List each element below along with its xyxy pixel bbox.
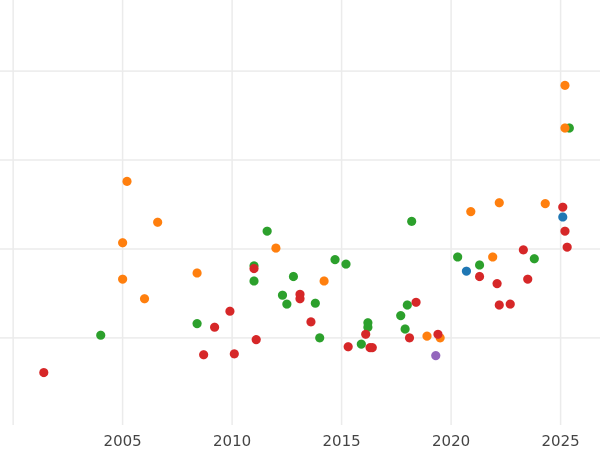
data-point xyxy=(411,297,421,307)
data-point xyxy=(306,317,316,327)
data-point xyxy=(282,299,292,309)
data-point xyxy=(295,294,305,304)
data-point xyxy=(558,202,568,212)
data-point xyxy=(277,290,288,300)
data-point xyxy=(209,322,220,332)
data-point xyxy=(433,329,443,339)
data-point xyxy=(310,298,320,308)
x-tick-label: 2015 xyxy=(323,432,361,450)
data-point xyxy=(225,306,235,316)
x-tick-label: 2020 xyxy=(432,432,470,450)
data-point xyxy=(139,294,150,304)
data-point xyxy=(153,217,163,227)
data-point xyxy=(118,238,128,248)
data-point xyxy=(407,216,417,226)
data-point xyxy=(363,318,373,328)
data-point xyxy=(492,279,502,289)
data-point xyxy=(122,176,132,186)
data-point xyxy=(199,350,209,360)
data-point xyxy=(466,207,476,217)
gridlines xyxy=(0,0,600,425)
data-point xyxy=(118,274,128,284)
data-point xyxy=(367,343,377,353)
data-point xyxy=(361,329,371,339)
data-point xyxy=(39,367,49,378)
x-tick-label: 2025 xyxy=(541,432,579,450)
data-point xyxy=(96,330,106,340)
data-point xyxy=(474,260,485,270)
data-point xyxy=(400,324,410,334)
data-point xyxy=(356,339,366,349)
data-point xyxy=(488,252,498,262)
data-point xyxy=(529,254,539,264)
data-point xyxy=(319,276,329,286)
data-point xyxy=(453,252,463,262)
data-point xyxy=(330,255,340,265)
data-point xyxy=(562,242,572,252)
data-point xyxy=(288,271,299,282)
data-point xyxy=(271,243,281,253)
data-point xyxy=(560,226,570,236)
x-axis-ticks: 2005 2010 2015 2020 2025 xyxy=(104,432,580,450)
data-point xyxy=(461,266,472,276)
data-point xyxy=(540,199,550,209)
data-point xyxy=(422,331,432,341)
data-point xyxy=(523,274,533,284)
data-points xyxy=(39,80,574,378)
data-point xyxy=(560,123,570,133)
data-point xyxy=(315,333,325,343)
data-point xyxy=(560,80,570,90)
data-point xyxy=(431,351,441,361)
data-point xyxy=(229,349,239,359)
data-point xyxy=(251,335,261,345)
data-point xyxy=(494,300,504,310)
data-point xyxy=(262,226,272,236)
data-point xyxy=(343,342,353,352)
data-point xyxy=(558,212,568,222)
data-point xyxy=(192,268,202,278)
data-point xyxy=(518,245,528,255)
x-tick-label: 2005 xyxy=(104,432,142,450)
data-point xyxy=(402,300,412,310)
data-point xyxy=(249,276,259,286)
data-point xyxy=(396,311,406,321)
data-point xyxy=(192,319,202,329)
data-point xyxy=(341,259,351,269)
data-point xyxy=(505,299,515,309)
data-point xyxy=(249,263,259,274)
data-point xyxy=(494,198,504,208)
x-tick-label: 2010 xyxy=(213,432,251,450)
data-point xyxy=(474,271,485,282)
data-point xyxy=(404,333,415,343)
